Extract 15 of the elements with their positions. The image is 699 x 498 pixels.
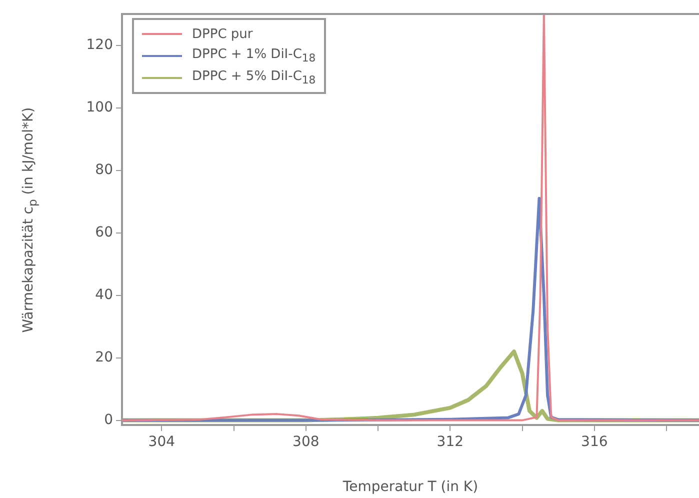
y-tick-label: 80 — [95, 162, 113, 178]
x-tick-label: 312 — [436, 434, 464, 450]
y-tick-label: 100 — [86, 99, 113, 116]
y-tick-label: 20 — [95, 349, 113, 366]
y-tick-label: 120 — [86, 36, 113, 53]
x-axis-title: Temperatur T (in K) — [342, 479, 478, 496]
y-tick-label: 40 — [95, 286, 113, 303]
legend-label: DPPC + 5% DiI-C$_{18}$ — [192, 69, 316, 87]
y-tick-label: 60 — [95, 224, 113, 240]
x-tick-label: 316 — [581, 434, 608, 450]
x-tick-label: 304 — [148, 434, 176, 450]
x-tick-label: 308 — [292, 434, 320, 450]
legend-label: DPPC pur — [192, 26, 253, 42]
y-tick-label: 0 — [104, 412, 113, 428]
legend-label: DPPC + 1% DiI-C$_{18}$ — [192, 47, 316, 65]
